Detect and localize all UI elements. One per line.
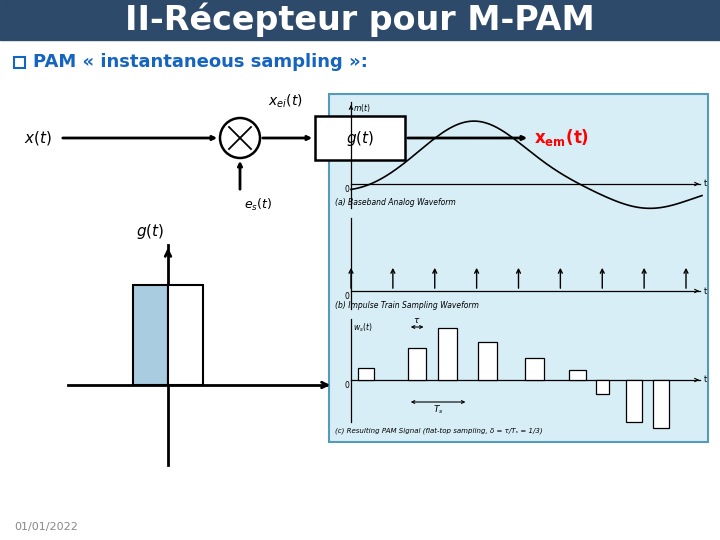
Text: (a) Baseband Analog Waveform: (a) Baseband Analog Waveform	[335, 198, 456, 207]
Text: II-Récepteur pour M-PAM: II-Récepteur pour M-PAM	[125, 3, 595, 37]
Bar	[652, 380, 670, 428]
Text: 01/01/2022: 01/01/2022	[14, 522, 78, 532]
Text: $x(t)$: $x(t)$	[24, 129, 52, 147]
Text: $m(t)$: $m(t)$	[353, 102, 371, 114]
Text: t: t	[704, 375, 707, 384]
Text: $e_s(t)$: $e_s(t)$	[244, 197, 272, 213]
Text: 0: 0	[344, 185, 349, 194]
Text: $x_{ei}(t)$: $x_{ei}(t)$	[268, 92, 302, 110]
Bar	[525, 358, 544, 380]
Bar	[14, 57, 25, 68]
Bar	[438, 328, 456, 380]
Text: (b) Impulse Train Sampling Waveform: (b) Impulse Train Sampling Waveform	[335, 301, 479, 310]
Bar	[133, 285, 168, 385]
Text: $T_s$: $T_s$	[433, 404, 444, 416]
Bar	[168, 285, 203, 385]
Text: $w_s(t)$: $w_s(t)$	[353, 321, 372, 334]
Bar	[408, 348, 426, 380]
Bar	[315, 116, 405, 160]
Bar	[358, 368, 374, 380]
Text: (c) Resulting PAM Signal (flat-top sampling, δ = τ/Tₛ = 1/3): (c) Resulting PAM Signal (flat-top sampl…	[335, 427, 543, 434]
Text: $g(t)$: $g(t)$	[346, 129, 374, 147]
Text: t: t	[704, 287, 707, 295]
Bar	[626, 380, 642, 422]
Text: t: t	[704, 179, 707, 188]
Text: 0: 0	[344, 292, 349, 301]
Bar	[329, 94, 708, 442]
Text: $g(t)$: $g(t)$	[136, 222, 164, 241]
Bar	[595, 380, 609, 394]
Bar	[569, 370, 585, 380]
Bar	[478, 342, 497, 380]
Text: $\mathbf{x_{em}(t)}$: $\mathbf{x_{em}(t)}$	[534, 127, 589, 149]
Text: $\tau$: $\tau$	[413, 316, 421, 325]
Bar	[0, 0, 720, 40]
Text: 0: 0	[344, 381, 349, 390]
Text: PAM « instantaneous sampling »:: PAM « instantaneous sampling »:	[33, 53, 368, 71]
